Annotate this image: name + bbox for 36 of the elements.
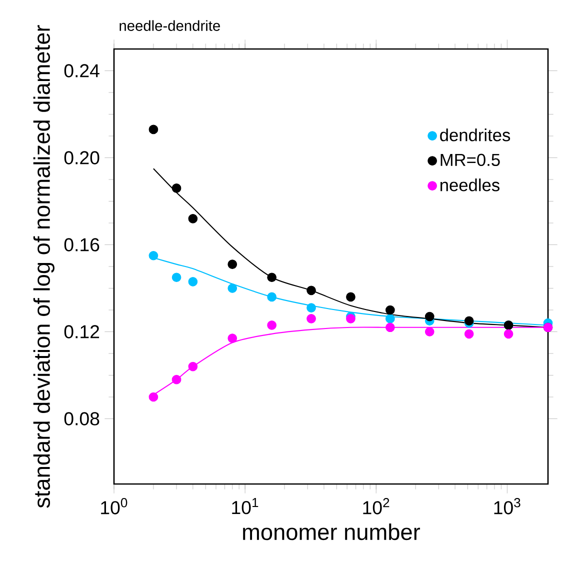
y-axis-title: standard deviation of log of normalized diameter (33, 25, 54, 508)
point (306, 314, 316, 324)
point (346, 292, 356, 302)
point (228, 260, 238, 269)
x-axis-title: monomer number (243, 523, 420, 540)
point (424, 312, 434, 322)
legend-label: dendrites (440, 128, 510, 142)
point (424, 327, 434, 336)
x-tick-label: 10$^{2}$ (363, 498, 390, 514)
point (267, 292, 276, 302)
point (386, 322, 395, 332)
legend-label: needles (440, 178, 500, 192)
point (346, 314, 356, 324)
point (188, 277, 198, 286)
point (306, 303, 316, 312)
x-tick-label: 10$^{0}$ (101, 498, 128, 514)
point (267, 272, 276, 282)
y-tick-label: 0.12 (64, 325, 100, 338)
point (464, 329, 474, 339)
point (306, 286, 316, 296)
chart-title: needle-dendrite (120, 20, 220, 31)
point (386, 305, 395, 315)
point (188, 362, 198, 372)
point (386, 314, 395, 324)
x-tick-label: 10$^{3}$ (494, 498, 520, 514)
x-tick-label: 10$^{1}$ (232, 498, 258, 514)
y-tick-label: 0.20 (64, 151, 100, 164)
y-tick-label: 0.16 (64, 238, 100, 252)
y-tick-label: 0.24 (64, 64, 100, 78)
point (267, 320, 276, 330)
point (504, 329, 514, 339)
point (228, 334, 238, 343)
point (228, 284, 238, 293)
point (188, 214, 198, 224)
y-tick-label: 0.08 (64, 412, 100, 426)
legend-label: MR=0.5 (440, 154, 500, 166)
